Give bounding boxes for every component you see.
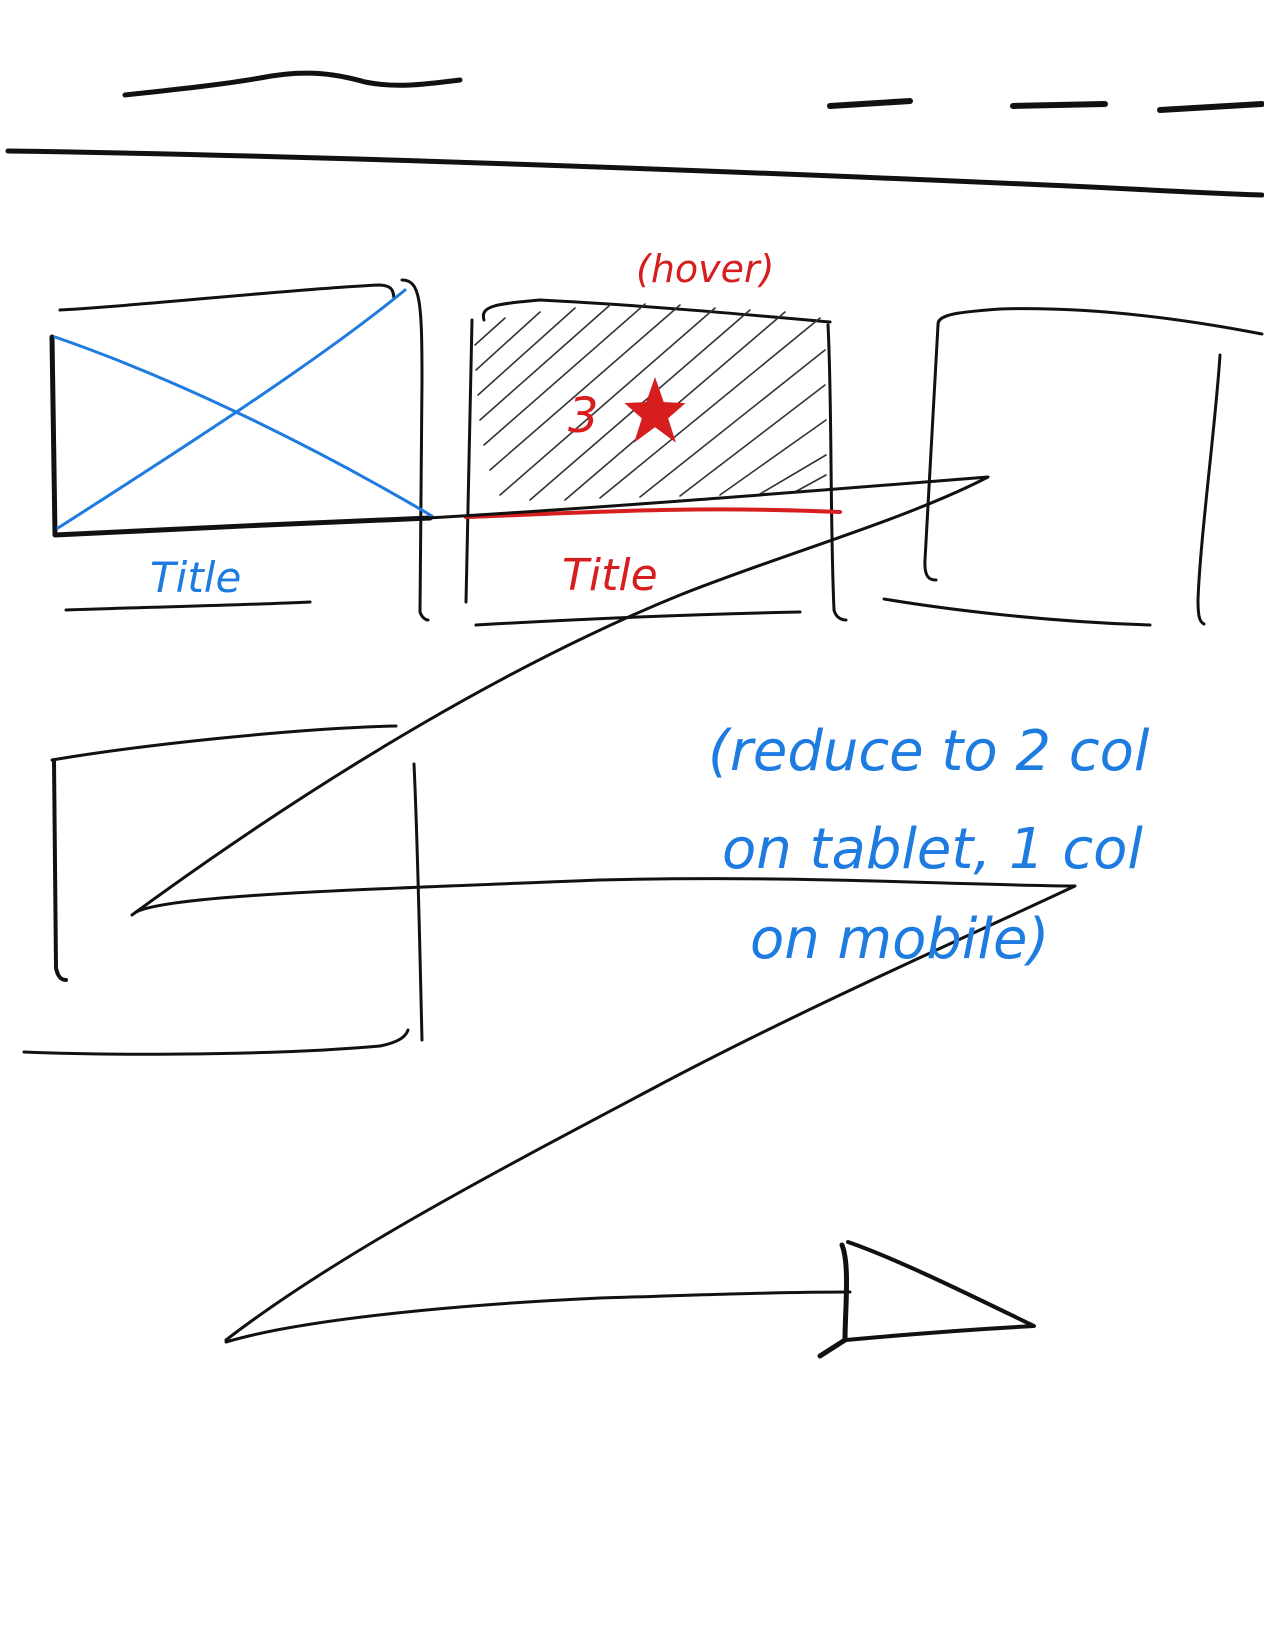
responsive-note-line-2: on tablet, 1 col: [722, 817, 1143, 882]
card-2[interactable]: [464, 298, 848, 627]
rating-value: 3: [568, 388, 599, 444]
hover-state-note: (hover): [636, 247, 774, 291]
reading-flow-arrow: [130, 475, 1077, 1359]
nav-item-2[interactable]: [1010, 101, 1108, 109]
responsive-note-line-3: on mobile): [750, 907, 1049, 972]
card-1-title: Title: [150, 553, 241, 602]
header: [5, 70, 1264, 198]
card-1[interactable]: [49, 278, 434, 622]
card-3[interactable]: [882, 307, 1264, 627]
nav-item-1[interactable]: [827, 98, 913, 109]
image-placeholder: [49, 288, 434, 538]
card-4[interactable]: [22, 724, 424, 1056]
responsive-note-line-1: (reduce to 2 col: [708, 719, 1150, 784]
star-icon: [624, 376, 686, 443]
hover-underline: [464, 507, 842, 519]
header-divider: [5, 148, 1264, 198]
nav-item-3[interactable]: [1157, 101, 1264, 113]
logo-scribble: [122, 70, 463, 98]
card-2-title: Title: [562, 550, 658, 601]
